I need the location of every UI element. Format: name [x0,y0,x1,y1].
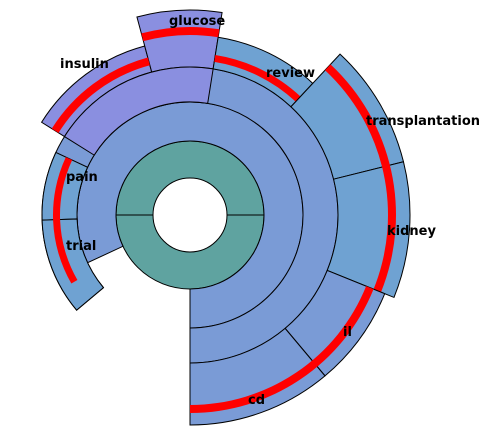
label-trial[interactable]: trial [66,239,96,254]
center-stripe-1 [110,250,179,303]
label-cd[interactable]: cd [248,393,265,408]
band-review [214,54,301,102]
label-insulin[interactable]: insulin [60,57,109,72]
label-transplantation[interactable]: transplantation [366,114,480,129]
band-glucose [141,26,220,42]
band-transplantation [325,64,397,293]
segment-pain[interactable] [41,151,89,221]
label-il[interactable]: il [343,325,352,340]
segment-cd[interactable] [189,327,326,426]
label-pain[interactable]: pain [66,170,98,185]
label-kidney[interactable]: kidney [387,224,436,239]
ring2-main[interactable] [76,101,304,329]
band-insulin [51,57,150,133]
label-review[interactable]: review [266,66,315,81]
sunburst-labels: glucose insulin review transplantation p… [60,14,480,408]
label-glucose[interactable]: glucose [169,14,225,29]
band-il-cd [190,286,374,413]
band-pain-trial [52,157,78,284]
sunburst-segments [40,9,411,426]
